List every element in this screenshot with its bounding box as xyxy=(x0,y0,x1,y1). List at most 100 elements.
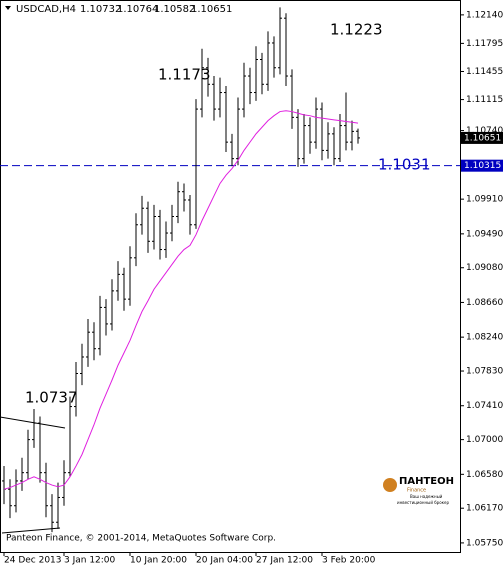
x-tick-label: 3 Jan 12:00 xyxy=(64,556,116,565)
bar xyxy=(26,429,30,480)
bar xyxy=(254,46,258,101)
bar xyxy=(218,77,222,118)
bar xyxy=(140,195,144,235)
header-open: 1.10732 xyxy=(80,4,121,15)
bar xyxy=(176,181,180,224)
bar xyxy=(314,97,318,149)
y-tick-label: 1.10740 xyxy=(466,126,503,136)
y-tick-label: 1.08660 xyxy=(466,298,503,308)
bar xyxy=(224,85,228,153)
bar xyxy=(134,213,138,267)
y-tick-label: 1.11115 xyxy=(466,95,503,105)
footer: Panteon Finance, © 2001-2014, MetaQuotes… xyxy=(6,534,276,544)
bar xyxy=(284,13,288,86)
header-low: 1.10582 xyxy=(154,4,195,15)
y-tick-label: 1.07830 xyxy=(466,367,503,377)
bar xyxy=(188,195,192,235)
annotation: 1.1031 xyxy=(378,156,431,174)
logo-tagline: инвестиционный брокер xyxy=(397,500,450,505)
y-tick-label: 1.07000 xyxy=(466,435,503,445)
bar xyxy=(350,120,354,151)
bar xyxy=(32,409,36,448)
bar xyxy=(14,469,18,513)
bar xyxy=(236,97,240,166)
y-tick-label: 1.09490 xyxy=(466,229,503,239)
bar xyxy=(338,114,342,162)
bar xyxy=(146,201,150,253)
annotation: 1.0737 xyxy=(25,389,78,407)
bar xyxy=(212,76,216,121)
bar xyxy=(230,133,234,167)
bar xyxy=(194,99,198,229)
header-close: 1.10651 xyxy=(191,4,232,15)
trend-line xyxy=(0,416,66,429)
bar xyxy=(152,204,156,250)
bar xyxy=(122,267,126,311)
bar xyxy=(206,57,210,97)
price-tag xyxy=(461,131,503,144)
plot-frame xyxy=(0,0,461,553)
header-symbol: USDCAD,H4 xyxy=(16,4,76,15)
bar xyxy=(290,69,294,129)
bar xyxy=(182,183,186,212)
bar xyxy=(320,102,324,161)
bar xyxy=(326,122,330,159)
bar xyxy=(248,67,252,105)
bar xyxy=(164,221,168,258)
bar xyxy=(296,109,300,167)
y-tick-label: 1.05750 xyxy=(466,538,503,548)
bar xyxy=(332,127,336,166)
bar xyxy=(20,457,24,491)
bar xyxy=(92,322,96,361)
bar xyxy=(170,204,174,242)
header-high: 1.10764 xyxy=(117,4,158,15)
y-tick-label: 1.09910 xyxy=(466,195,503,205)
logo-icon xyxy=(383,478,397,492)
logo-tagline: Ваш надежный xyxy=(410,494,443,499)
bar xyxy=(68,396,72,477)
bar xyxy=(86,318,90,367)
bar xyxy=(104,299,108,336)
bar xyxy=(128,246,132,306)
y-tick-label: 1.07410 xyxy=(466,401,503,411)
y-tick-label: 1.11455 xyxy=(466,67,503,77)
bar xyxy=(8,479,12,519)
bar xyxy=(302,114,306,164)
annotation: 1.1173 xyxy=(158,66,211,84)
bar xyxy=(50,494,54,533)
bar xyxy=(260,52,264,95)
x-tick-label: 3 Feb 20:00 xyxy=(322,556,376,565)
bar xyxy=(278,7,282,75)
bar xyxy=(80,343,84,386)
bar xyxy=(200,48,204,118)
bar xyxy=(110,279,114,331)
x-tick-label: 10 Jan 20:00 xyxy=(130,556,187,565)
bar xyxy=(56,482,60,529)
y-tick-label: 1.09080 xyxy=(466,263,503,273)
bar xyxy=(308,117,312,154)
bar xyxy=(272,36,276,78)
bar xyxy=(62,460,66,506)
bar xyxy=(266,31,270,91)
price-tag-label: 1.10315 xyxy=(464,161,501,171)
x-tick-label: 27 Jan 12:00 xyxy=(256,556,313,565)
bar xyxy=(74,361,78,417)
bar xyxy=(242,62,246,118)
bar xyxy=(38,416,42,483)
trend-line xyxy=(1,527,61,534)
bar xyxy=(158,209,162,260)
bar xyxy=(98,295,102,356)
logo: ПАНТЕОН Finance Ваш надежный инвестицион… xyxy=(383,476,454,505)
x-tick-label: 24 Dec 2013 xyxy=(4,556,62,565)
y-tick-label: 1.06170 xyxy=(466,504,503,514)
header-arrow xyxy=(5,6,11,10)
y-tick-label: 1.11795 xyxy=(466,39,503,49)
x-tick-label: 20 Jan 04:00 xyxy=(196,556,253,565)
bar xyxy=(44,462,48,518)
bar xyxy=(356,128,360,144)
y-tick-label: 1.08240 xyxy=(466,333,503,343)
price-tag xyxy=(461,159,503,172)
annotation: 1.1223 xyxy=(330,21,383,39)
moving-average xyxy=(3,110,359,490)
